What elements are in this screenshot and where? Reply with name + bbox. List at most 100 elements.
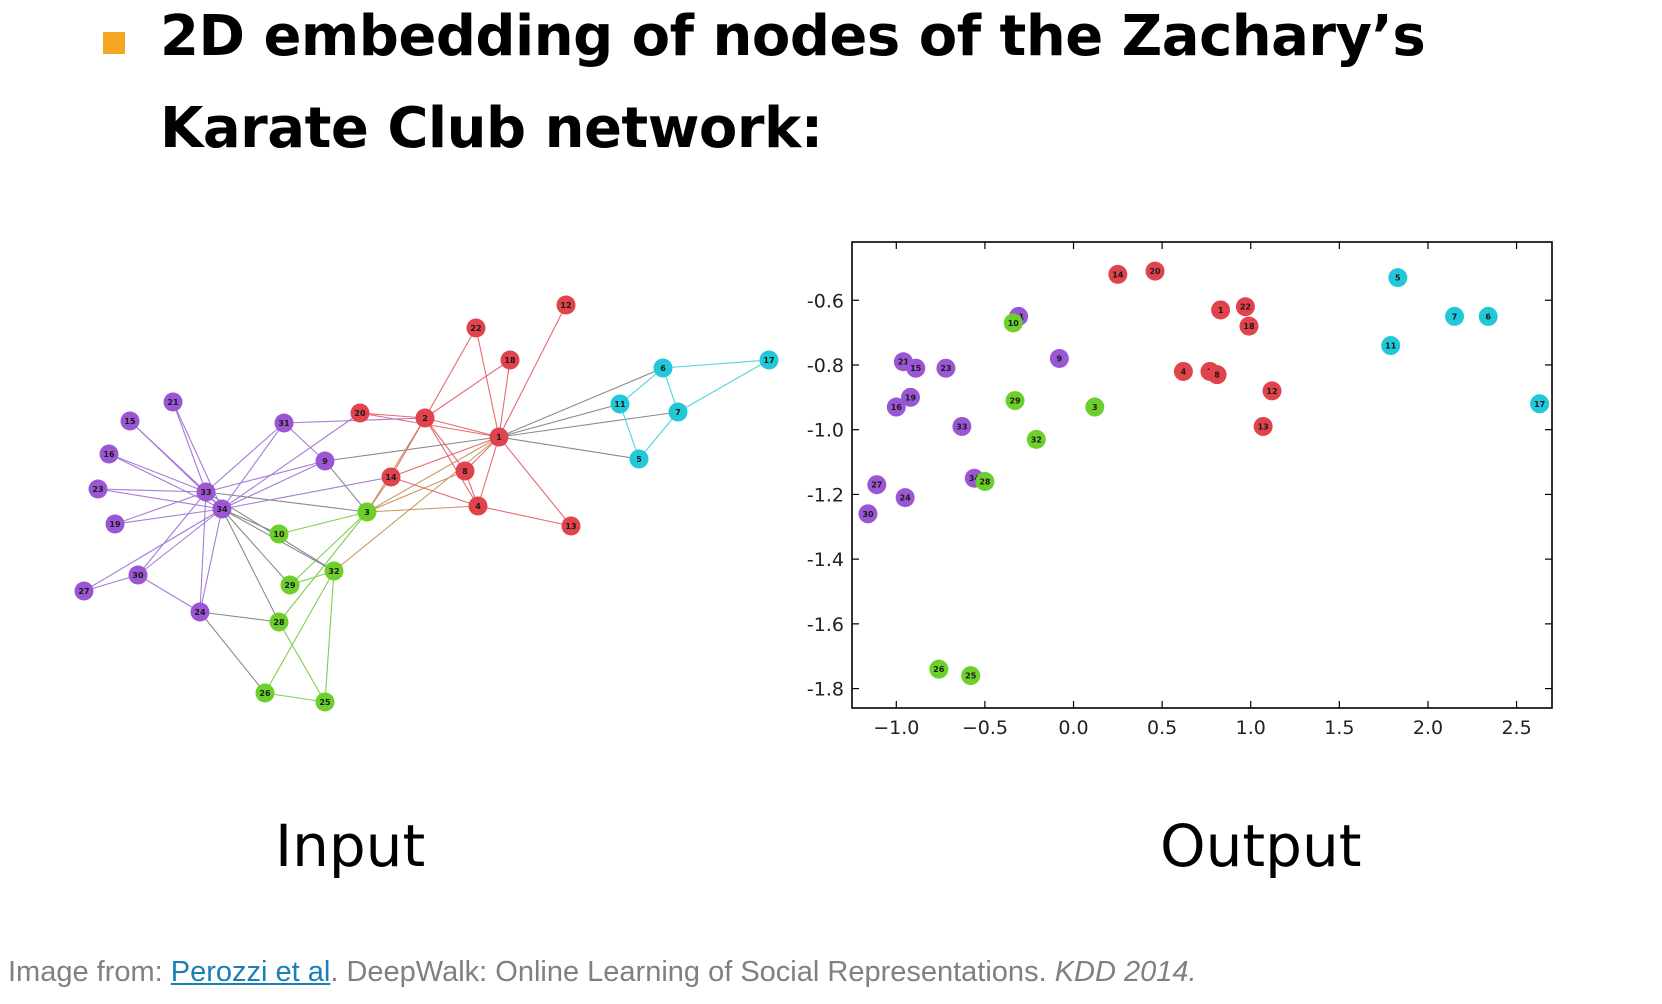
graph-node-label: 31 [278, 419, 290, 428]
graph-node-label: 8 [462, 467, 468, 476]
graph-node-marker [105, 514, 125, 534]
graph-node-label: 29 [284, 581, 296, 590]
graph-edge [424, 417, 479, 507]
graph-edge [221, 412, 361, 510]
graph-node: 8 [455, 461, 475, 481]
graph-node: 1 [489, 427, 509, 447]
graph-node-label: 32 [328, 567, 339, 576]
graph-node-label: 30 [132, 571, 144, 580]
graph-edge [390, 436, 500, 478]
y-tick-label: -0.8 [807, 355, 844, 377]
graph-node-label: 33 [200, 488, 211, 497]
scatter-point-marker [1145, 261, 1165, 281]
graph-edge [114, 508, 223, 525]
scatter-point-label: 22 [1240, 303, 1251, 312]
x-tick-label: 1.5 [1324, 717, 1354, 739]
scatter-point-marker [858, 504, 878, 524]
x-tick-label: 1.0 [1236, 717, 1266, 739]
graph-nodes: 1222182021148413617117521151623192730243… [74, 295, 779, 712]
scatter-point-marker [1173, 361, 1193, 381]
graph-node: 29 [280, 575, 300, 595]
graph-node: 15 [120, 411, 140, 431]
graph-edge [366, 470, 466, 513]
scatter-point-label: 33 [956, 422, 967, 431]
graph-node: 13 [561, 516, 581, 536]
output-caption: Output [1160, 812, 1362, 880]
graph-edge [221, 508, 291, 586]
scatter-point: 4 [1173, 361, 1193, 381]
graph-node-label: 21 [167, 398, 179, 407]
scatter-point-marker [1108, 264, 1128, 284]
scatter-point-label: 12 [1266, 387, 1277, 396]
scatter-point-marker [1211, 300, 1231, 320]
graph-node-marker [668, 402, 688, 422]
scatter-point: 12 [1262, 381, 1282, 401]
scatter-point: 26 [929, 659, 949, 679]
graph-node: 3 [357, 502, 377, 522]
graph-edge [324, 436, 500, 462]
scatter-point: 3 [1085, 397, 1105, 417]
perozzi-link[interactable]: Perozzi et al [170, 956, 331, 988]
bullet-square-icon [103, 32, 125, 54]
graph-edge [172, 401, 207, 493]
graph-node: 24 [190, 602, 210, 622]
scatter-point-marker [1388, 268, 1408, 288]
scatter-point: 23 [936, 358, 956, 378]
graph-edge [477, 505, 572, 527]
x-tick-label: 2.5 [1501, 717, 1531, 739]
scatter-point: 6 [1478, 306, 1498, 326]
graph-edge [619, 403, 640, 460]
graph-node-label: 19 [109, 520, 121, 529]
scatter-point-marker [1478, 306, 1498, 326]
graph-node: 22 [466, 318, 486, 338]
graph-node-marker [190, 602, 210, 622]
graph-node: 4 [468, 496, 488, 516]
graph-edge [359, 412, 426, 419]
graph-node: 33 [196, 482, 216, 502]
scatter-point-label: 8 [1214, 371, 1220, 380]
y-axis: -0.6 -0.8 -1.0 -1.2 -1.4 -1.6 -1.8 [807, 290, 1552, 701]
graph-node-label: 1 [496, 433, 502, 442]
graph-node-marker [561, 516, 581, 536]
graph-node: 26 [255, 683, 275, 703]
graph-node: 6 [653, 358, 673, 378]
graph-node-marker [269, 612, 289, 632]
scatter-point-marker [886, 397, 906, 417]
graph-node-label: 5 [636, 455, 642, 464]
scatter-point: 17 [1530, 394, 1550, 414]
scatter-point-label: 11 [1385, 342, 1397, 351]
scatter-point-marker [895, 488, 915, 508]
graph-node-label: 7 [675, 408, 681, 417]
scatter-point: 11 [1381, 336, 1401, 356]
scatter-point-marker [1235, 297, 1255, 317]
graph-node-marker [468, 496, 488, 516]
scatter-point-marker [936, 358, 956, 378]
graph-edge [199, 508, 223, 613]
graph-node-marker [556, 295, 576, 315]
slide-title-line-1: 2D embedding of nodes of the Zachary’s [160, 4, 1426, 69]
graph-node-label: 14 [385, 473, 397, 482]
graph-node-marker [759, 350, 779, 370]
scatter-point: 33 [952, 416, 972, 436]
graph-node-label: 27 [78, 587, 89, 596]
graph-node-label: 23 [92, 485, 103, 494]
graph-node-marker [74, 581, 94, 601]
graph-edge [424, 359, 511, 419]
graph-node-marker [274, 413, 294, 433]
graph-node-marker [196, 482, 216, 502]
graph-node-label: 3 [364, 508, 370, 517]
scatter-point: 27 [867, 475, 887, 495]
scatter-point: 29 [1005, 391, 1025, 411]
scatter-point-label: 3 [1092, 403, 1098, 412]
scatter-point-marker [1239, 316, 1259, 336]
scatter-point: 1 [1211, 300, 1231, 320]
graph-edge [289, 511, 368, 586]
graph-node: 16 [99, 444, 119, 464]
x-tick-label: −1.0 [873, 717, 919, 739]
graph-node-marker [350, 403, 370, 423]
scatter-point: 7 [1445, 306, 1465, 326]
graph-node-marker [88, 479, 108, 499]
scatter-point-marker [1207, 365, 1227, 385]
graph-node-marker [381, 467, 401, 487]
graph-node-marker [357, 502, 377, 522]
